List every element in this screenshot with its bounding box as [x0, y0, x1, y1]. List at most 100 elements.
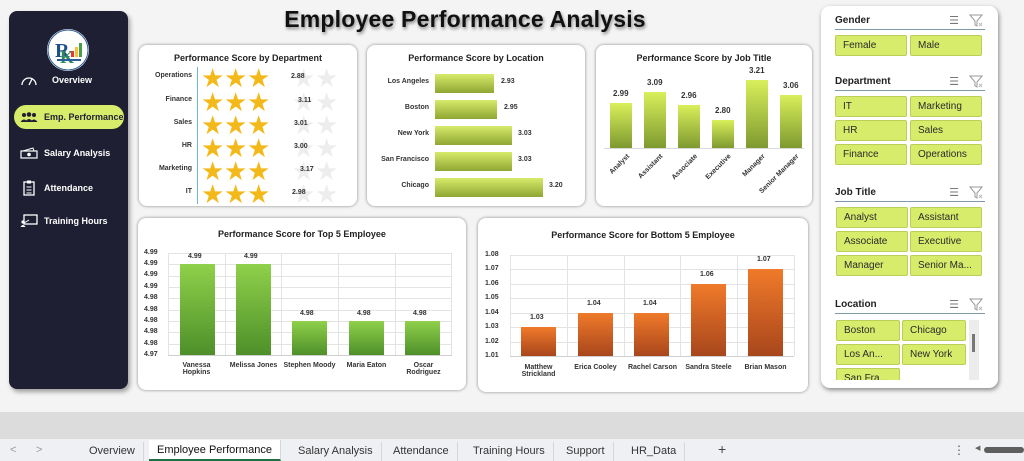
bar — [691, 284, 726, 356]
nav-salary-analysis[interactable]: Salary Analysis — [14, 141, 124, 165]
nav-emp-performance[interactable]: Emp. Performance — [14, 105, 124, 129]
logo: R K — [47, 29, 89, 71]
rk-logo-icon: R K — [47, 29, 89, 71]
clear-filter-icon[interactable] — [968, 298, 984, 316]
slicer-title: Location — [835, 299, 877, 310]
y-tick: 1.04 — [485, 309, 499, 316]
gridline — [168, 287, 452, 288]
axis-label: Finance — [165, 96, 192, 103]
slicer-item[interactable]: Male — [910, 35, 982, 56]
axis-label: IT — [185, 188, 192, 195]
axis-label: Marketing — [158, 165, 192, 172]
y-tick: 1.03 — [485, 323, 499, 330]
axis-label: Boston — [404, 104, 429, 111]
horizontal-scrollbar[interactable]: ◀ — [975, 445, 1024, 453]
more-options-icon[interactable]: ⋮ — [953, 443, 965, 457]
slicer-item[interactable]: New York — [902, 344, 966, 365]
clear-filter-icon[interactable] — [968, 14, 984, 32]
slicer-item[interactable]: Assistant — [910, 207, 982, 228]
scrollbar-thumb[interactable] — [972, 334, 975, 352]
slicer-item[interactable]: San Fra... — [836, 368, 900, 380]
x-axis-line — [168, 355, 452, 356]
tab-overview[interactable]: Overview — [81, 442, 144, 461]
scrollbar-thumb[interactable] — [984, 447, 1024, 453]
tab-training-hours[interactable]: Training Hours — [465, 442, 554, 461]
slicer-item[interactable]: Chicago — [902, 320, 966, 341]
axis-label: Operations — [155, 72, 192, 79]
bar — [435, 152, 512, 171]
slicer-item[interactable]: Senior Ma... — [910, 255, 982, 276]
nav-attendance[interactable]: Attendance — [14, 176, 124, 200]
nav-label: Attendance — [44, 183, 94, 193]
value-label: 1.03 — [530, 314, 544, 321]
location-items-viewport: Boston Chicago Los An... New York San Fr… — [836, 320, 969, 380]
gridline — [737, 255, 738, 356]
axis-label: Matthew Strickland — [521, 364, 556, 378]
scroll-left-icon[interactable]: ◀ — [975, 445, 981, 452]
slicer-item[interactable]: Los An... — [836, 344, 900, 365]
tab-employee-performance[interactable]: Employee Performance — [149, 440, 281, 461]
slicer-item[interactable]: IT — [835, 96, 907, 117]
nav-overview[interactable]: Overview — [14, 68, 124, 92]
axis-label: Chicago — [401, 182, 429, 189]
star-rating-row: ★ ★ ★ ★ ★ — [201, 110, 339, 140]
tab-support[interactable]: Support — [558, 442, 614, 461]
tab-salary-analysis[interactable]: Salary Analysis — [290, 442, 382, 461]
slicer-location-header: Location ☰ — [835, 296, 985, 314]
value-label: 1.04 — [643, 300, 657, 307]
gridline — [510, 255, 511, 356]
value-label: 4.99 — [244, 253, 258, 260]
prev-sheet-button[interactable]: < — [10, 444, 17, 456]
axis-label: Brian Mason — [744, 364, 787, 371]
slicer-item[interactable]: Finance — [835, 144, 907, 165]
slicer-item[interactable]: Boston — [836, 320, 900, 341]
chart-title: Performance Score by Job Title — [636, 53, 772, 63]
slicer-item[interactable]: Associate — [836, 231, 908, 252]
slicer-item[interactable]: Executive — [910, 231, 982, 252]
multi-select-icon[interactable]: ☰ — [949, 15, 959, 27]
nav-label: Salary Analysis — [44, 148, 111, 158]
value-label: 2.88 — [291, 73, 305, 80]
y-tick: 4.98 — [144, 328, 158, 335]
value-label: 3.11 — [298, 97, 312, 104]
slicer-item[interactable]: Operations — [910, 144, 982, 165]
slicer-item[interactable]: Analyst — [836, 207, 908, 228]
multi-select-icon[interactable]: ☰ — [949, 299, 959, 311]
slicer-title: Job Title — [835, 187, 876, 198]
y-tick: 4.97 — [144, 351, 158, 358]
nav-training-hours[interactable]: Training Hours — [14, 209, 124, 233]
gridline — [168, 276, 452, 277]
y-tick: 4.98 — [144, 294, 158, 301]
axis-label: HR — [181, 142, 192, 149]
y-tick: 4.99 — [144, 271, 158, 278]
clear-filter-icon[interactable] — [968, 75, 984, 93]
y-tick: 1.07 — [485, 265, 499, 272]
slicer-item[interactable]: Marketing — [910, 96, 982, 117]
axis-label: Rachel Carson — [627, 364, 678, 371]
slicer-item[interactable]: Manager — [836, 255, 908, 276]
y-tick: 4.98 — [144, 306, 158, 313]
slicer-item[interactable]: Sales — [910, 120, 982, 141]
multi-select-icon[interactable]: ☰ — [949, 187, 959, 199]
slicer-title: Gender — [835, 15, 871, 26]
slicer-item[interactable]: Female — [835, 35, 907, 56]
slicer-title: Department — [835, 76, 891, 87]
nav-label: Training Hours — [44, 216, 108, 226]
slicer-scrollbar[interactable] — [969, 320, 979, 380]
multi-select-icon[interactable]: ☰ — [949, 76, 959, 88]
gridline — [225, 253, 226, 355]
chart-title: Performance Score by Location — [408, 53, 544, 63]
value-label: 3.00 — [294, 143, 308, 150]
slicer-gender-header: Gender ☰ — [835, 12, 985, 30]
bar — [644, 92, 666, 148]
next-sheet-button[interactable]: > — [36, 444, 43, 456]
value-label: 3.09 — [647, 78, 663, 87]
add-sheet-button[interactable]: + — [718, 441, 727, 457]
tab-hr-data[interactable]: HR_Data — [623, 442, 686, 461]
clear-filter-icon[interactable] — [968, 186, 984, 204]
gridline — [794, 255, 795, 356]
gridline — [168, 310, 452, 311]
axis-label: Los Angeles — [387, 78, 429, 85]
tab-attendance[interactable]: Attendance — [385, 442, 458, 461]
slicer-item[interactable]: HR — [835, 120, 907, 141]
